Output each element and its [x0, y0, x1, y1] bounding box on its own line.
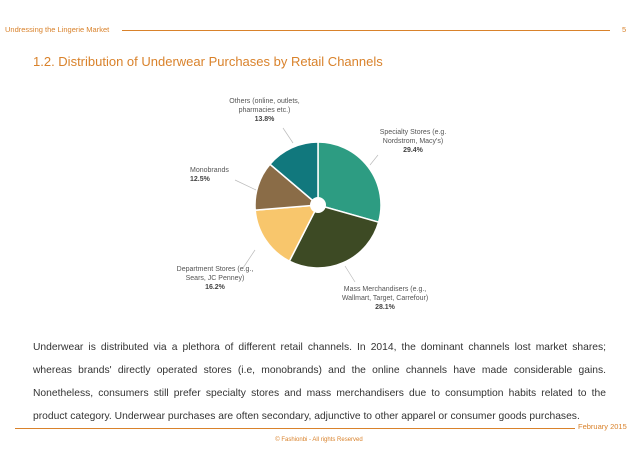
leader-line — [242, 249, 256, 269]
body-text: Underwear is distributed via a plethora … — [33, 342, 606, 422]
slice-name: Specialty Stores (e.g. Nordstrom, Macy's… — [379, 129, 447, 145]
slice-value: 12.5% — [190, 176, 210, 183]
slice-label: Specialty Stores (e.g. Nordstrom, Macy's… — [368, 128, 458, 155]
slice-label: Mass Merchandisers (e.g., Wallmart, Targ… — [335, 285, 435, 312]
footer-copyright: © Fashionbi - All rights Reserved — [275, 437, 363, 443]
chart-title: 1.2. Distribution of Underwear Purchases… — [33, 54, 383, 69]
footer-rule — [15, 428, 575, 429]
leader-line — [344, 265, 356, 283]
slice-value: 28.1% — [375, 304, 395, 311]
slice-label: Monobrands 12.5% — [190, 166, 250, 184]
leader-line — [369, 154, 379, 166]
slice-name: Department Stores (e.g., Sears, JC Penne… — [176, 266, 254, 282]
pie-hole — [310, 197, 326, 213]
pie-slice — [288, 204, 380, 269]
slice-value: 16.2% — [205, 284, 225, 291]
slice-name: Others (online, outlets, pharmacies etc.… — [229, 98, 300, 114]
header-title: Undressing the Lingerie Market — [5, 25, 110, 34]
slice-name: Monobrands — [190, 167, 229, 174]
leader-line — [234, 179, 257, 191]
chart — [234, 127, 382, 283]
pie-slice — [268, 141, 319, 207]
header-rule — [122, 30, 610, 31]
slice-label: Others (online, outlets, pharmacies etc.… — [222, 97, 307, 124]
leader-line — [282, 127, 294, 144]
slice-label: Department Stores (e.g., Sears, JC Penne… — [170, 265, 260, 292]
page-number: 5 — [622, 25, 627, 34]
slice-value: 13.8% — [254, 116, 275, 123]
pie-slice — [254, 204, 320, 263]
slice-value: 29.4% — [403, 147, 423, 154]
footer-date: February 2015 — [578, 422, 627, 431]
pie-slice — [317, 141, 382, 224]
slice-name: Mass Merchandisers (e.g., Wallmart, Targ… — [341, 286, 429, 302]
